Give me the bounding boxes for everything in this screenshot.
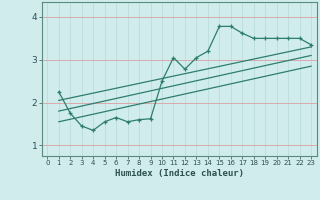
X-axis label: Humidex (Indice chaleur): Humidex (Indice chaleur) <box>115 169 244 178</box>
